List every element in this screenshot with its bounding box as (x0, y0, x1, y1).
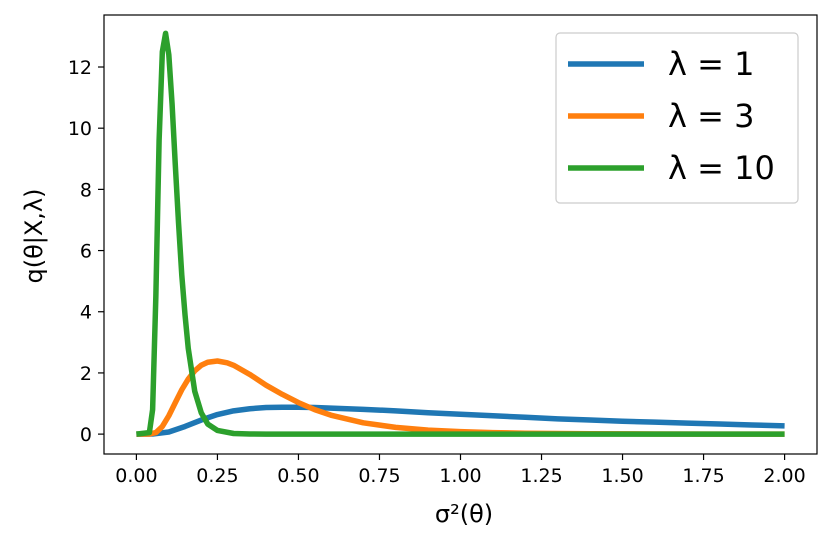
x-tick-label: 0.25 (196, 465, 238, 487)
legend-label-2: λ = 3 (668, 97, 754, 135)
y-tick-label: 6 (80, 241, 92, 263)
y-tick-label: 4 (80, 302, 92, 324)
y-tick-label: 2 (80, 363, 92, 385)
y-tick-label: 8 (80, 179, 92, 201)
legend-label-1: λ = 1 (668, 45, 754, 83)
x-tick-label: 1.25 (520, 465, 562, 487)
x-tick-label: 0.75 (358, 465, 400, 487)
y-tick-label: 12 (68, 57, 92, 79)
x-tick-label: 1.50 (601, 465, 643, 487)
y-axis-label: q(θ|X,λ) (20, 188, 48, 283)
x-tick-label: 0.50 (277, 465, 319, 487)
legend-box (555, 32, 799, 204)
axes: 0.00 0.25 0.50 0.75 1.00 1.25 1.50 1.75 2.00 0 2 4 6… (68, 14, 818, 487)
series-lines (136, 30, 785, 437)
series-line-3 (136, 30, 785, 437)
x-axis-label: σ²(θ) (435, 500, 493, 528)
legend: λ = 1 λ = 3 λ = 10 (555, 32, 799, 204)
x-tick-label: 0.00 (115, 465, 157, 487)
x-tick-label: 1.75 (682, 465, 724, 487)
x-tick-label: 1.00 (439, 465, 481, 487)
x-tick-label: 2.00 (763, 465, 805, 487)
y-tick-label: 0 (80, 424, 92, 446)
y-tick-label: 10 (68, 118, 92, 140)
legend-label-3: λ = 10 (668, 149, 775, 187)
